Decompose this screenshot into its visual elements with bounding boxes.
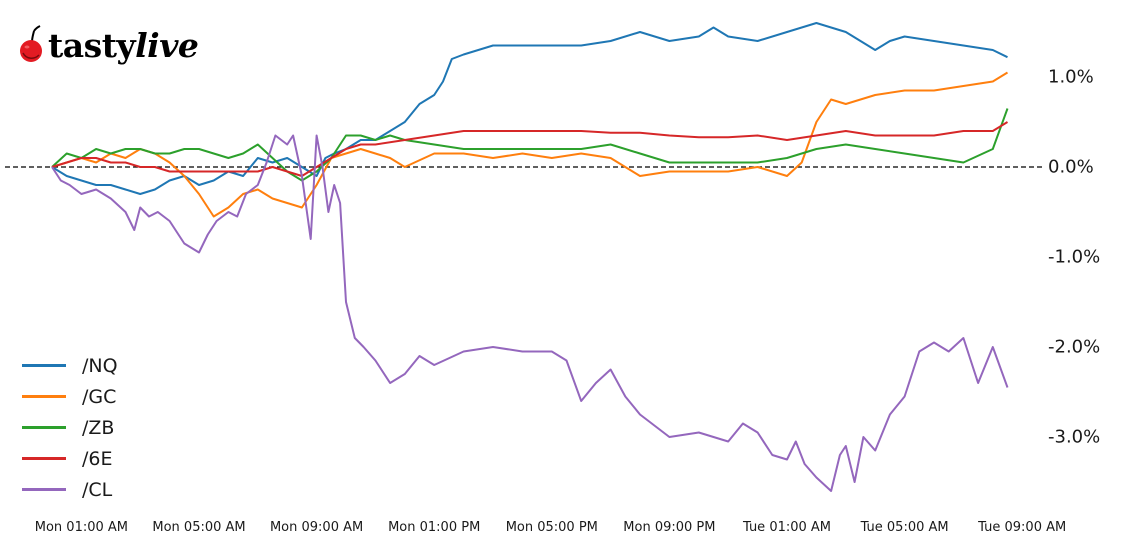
x-tick-label: Tue 09:00 AM — [978, 520, 1067, 535]
legend-item-6e: /6E — [22, 443, 118, 474]
series-line-cl — [51, 134, 1009, 492]
y-tick-label: -3.0% — [1048, 426, 1101, 448]
legend-swatch-cl — [22, 488, 66, 491]
legend-label-nq: /NQ — [82, 354, 118, 377]
legend-label-gc: /GC — [82, 385, 117, 408]
legend-label-zb: /ZB — [82, 416, 115, 439]
legend-item-zb: /ZB — [22, 412, 118, 443]
tastylive-logo: tastylive — [18, 20, 199, 70]
legend-swatch-nq — [22, 364, 66, 367]
legend-swatch-gc — [22, 395, 66, 398]
y-tick-label: -1.0% — [1048, 246, 1101, 268]
x-tick-label: Mon 09:00 PM — [623, 520, 716, 535]
series-line-zb — [51, 108, 1009, 182]
x-tick-label: Mon 05:00 AM — [152, 520, 246, 535]
series-line-gc — [51, 71, 1009, 218]
x-tick-label: Mon 09:00 AM — [269, 520, 364, 535]
cherry-icon — [20, 25, 42, 62]
series-line-nq — [51, 22, 1008, 195]
x-tick-label: Mon 01:00 AM — [34, 520, 129, 535]
y-tick-label: 0.0% — [1048, 156, 1094, 178]
logo-wordmark-live: live — [135, 25, 199, 65]
legend-label-cl: /CL — [82, 478, 113, 501]
legend-swatch-zb — [22, 426, 66, 429]
y-tick-label: -2.0% — [1048, 336, 1101, 358]
logo-wordmark: tastylive — [48, 25, 199, 65]
legend-item-gc: /GC — [22, 381, 118, 412]
legend-label-6e: /6E — [82, 447, 113, 470]
x-tick-label: Mon 01:00 PM — [388, 520, 481, 535]
legend-item-cl: /CL — [22, 474, 118, 505]
logo-wordmark-tasty: tasty — [48, 25, 136, 65]
x-tick-label: Tue 05:00 AM — [860, 520, 949, 535]
y-tick-label: 1.0% — [1048, 66, 1094, 88]
legend-swatch-6e — [22, 457, 66, 460]
series-line-6e — [51, 121, 1009, 177]
chart-legend: /NQ /GC /ZB /6E /CL — [22, 350, 118, 505]
x-tick-label: Mon 05:00 PM — [505, 520, 598, 535]
legend-item-nq: /NQ — [22, 350, 118, 381]
x-tick-label: Tue 01:00 AM — [742, 520, 832, 535]
